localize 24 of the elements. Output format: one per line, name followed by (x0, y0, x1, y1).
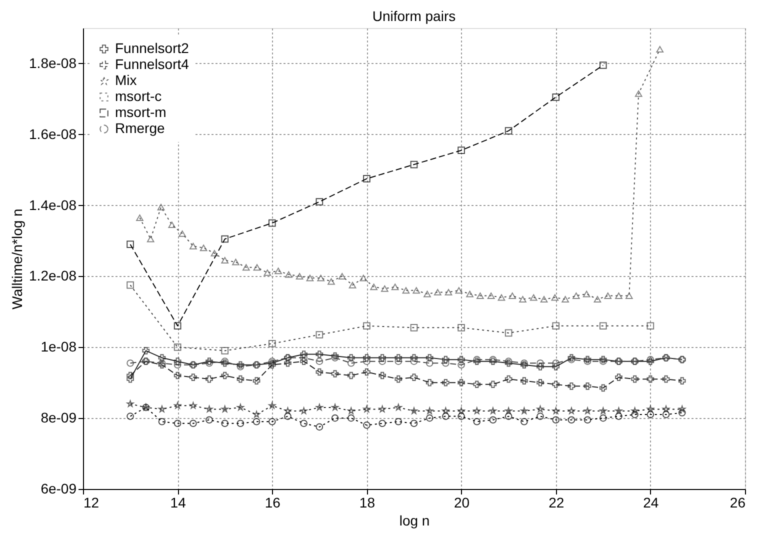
y-tick-label: 1e-08 (40, 338, 77, 355)
y-tick-label: 1.8e-08 (29, 54, 77, 71)
y-tick-label: 1.4e-08 (29, 196, 77, 213)
legend-label: Rmerge (115, 120, 166, 136)
x-tick-label: 22 (548, 494, 564, 510)
x-tick-label: 12 (84, 494, 100, 510)
legend-label: Funnelsort4 (115, 56, 190, 72)
x-tick-label: 18 (359, 494, 376, 510)
y-tick-label: 6e-09 (40, 480, 77, 496)
legend-label: msort-m (115, 104, 166, 120)
y-tick-label: 8e-09 (40, 410, 77, 426)
y-tick-label: 1.2e-08 (29, 268, 77, 284)
x-tick-label: 14 (170, 494, 186, 510)
legend-label: Mix (115, 72, 137, 88)
chart-title: Uniform pairs (372, 8, 456, 24)
x-tick-label: 24 (643, 494, 659, 510)
x-tick-label: 20 (454, 494, 470, 510)
legend-label: Funnelsort2 (115, 40, 190, 56)
x-tick-label: 16 (264, 494, 281, 510)
y-axis-title: Walltime/n*log n (9, 208, 26, 310)
x-axis-title: log n (399, 512, 430, 528)
x-tick-label: 26 (730, 494, 746, 510)
y-tick-label: 1.6e-08 (29, 126, 77, 142)
legend-label: msort-c (115, 88, 162, 104)
